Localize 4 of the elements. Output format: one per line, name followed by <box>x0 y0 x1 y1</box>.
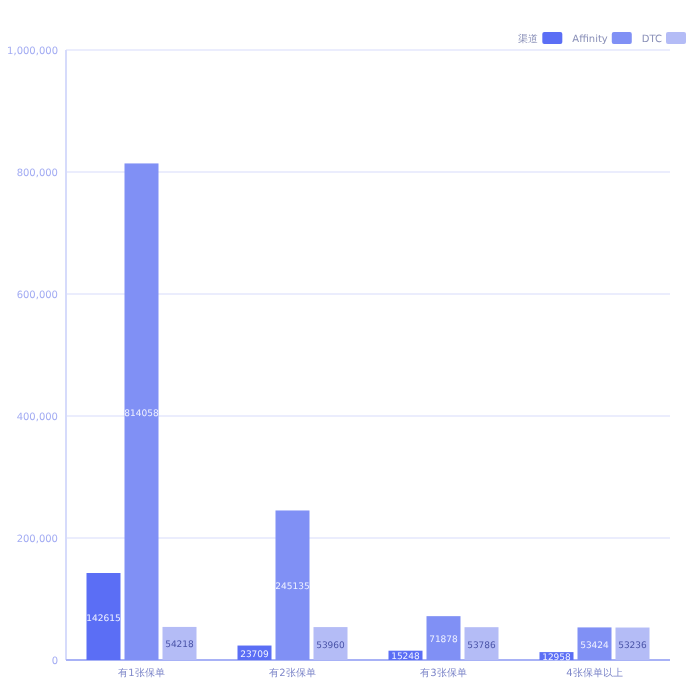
bar <box>426 616 461 660</box>
bar <box>124 163 159 660</box>
bar <box>275 510 310 660</box>
bar <box>86 573 121 660</box>
